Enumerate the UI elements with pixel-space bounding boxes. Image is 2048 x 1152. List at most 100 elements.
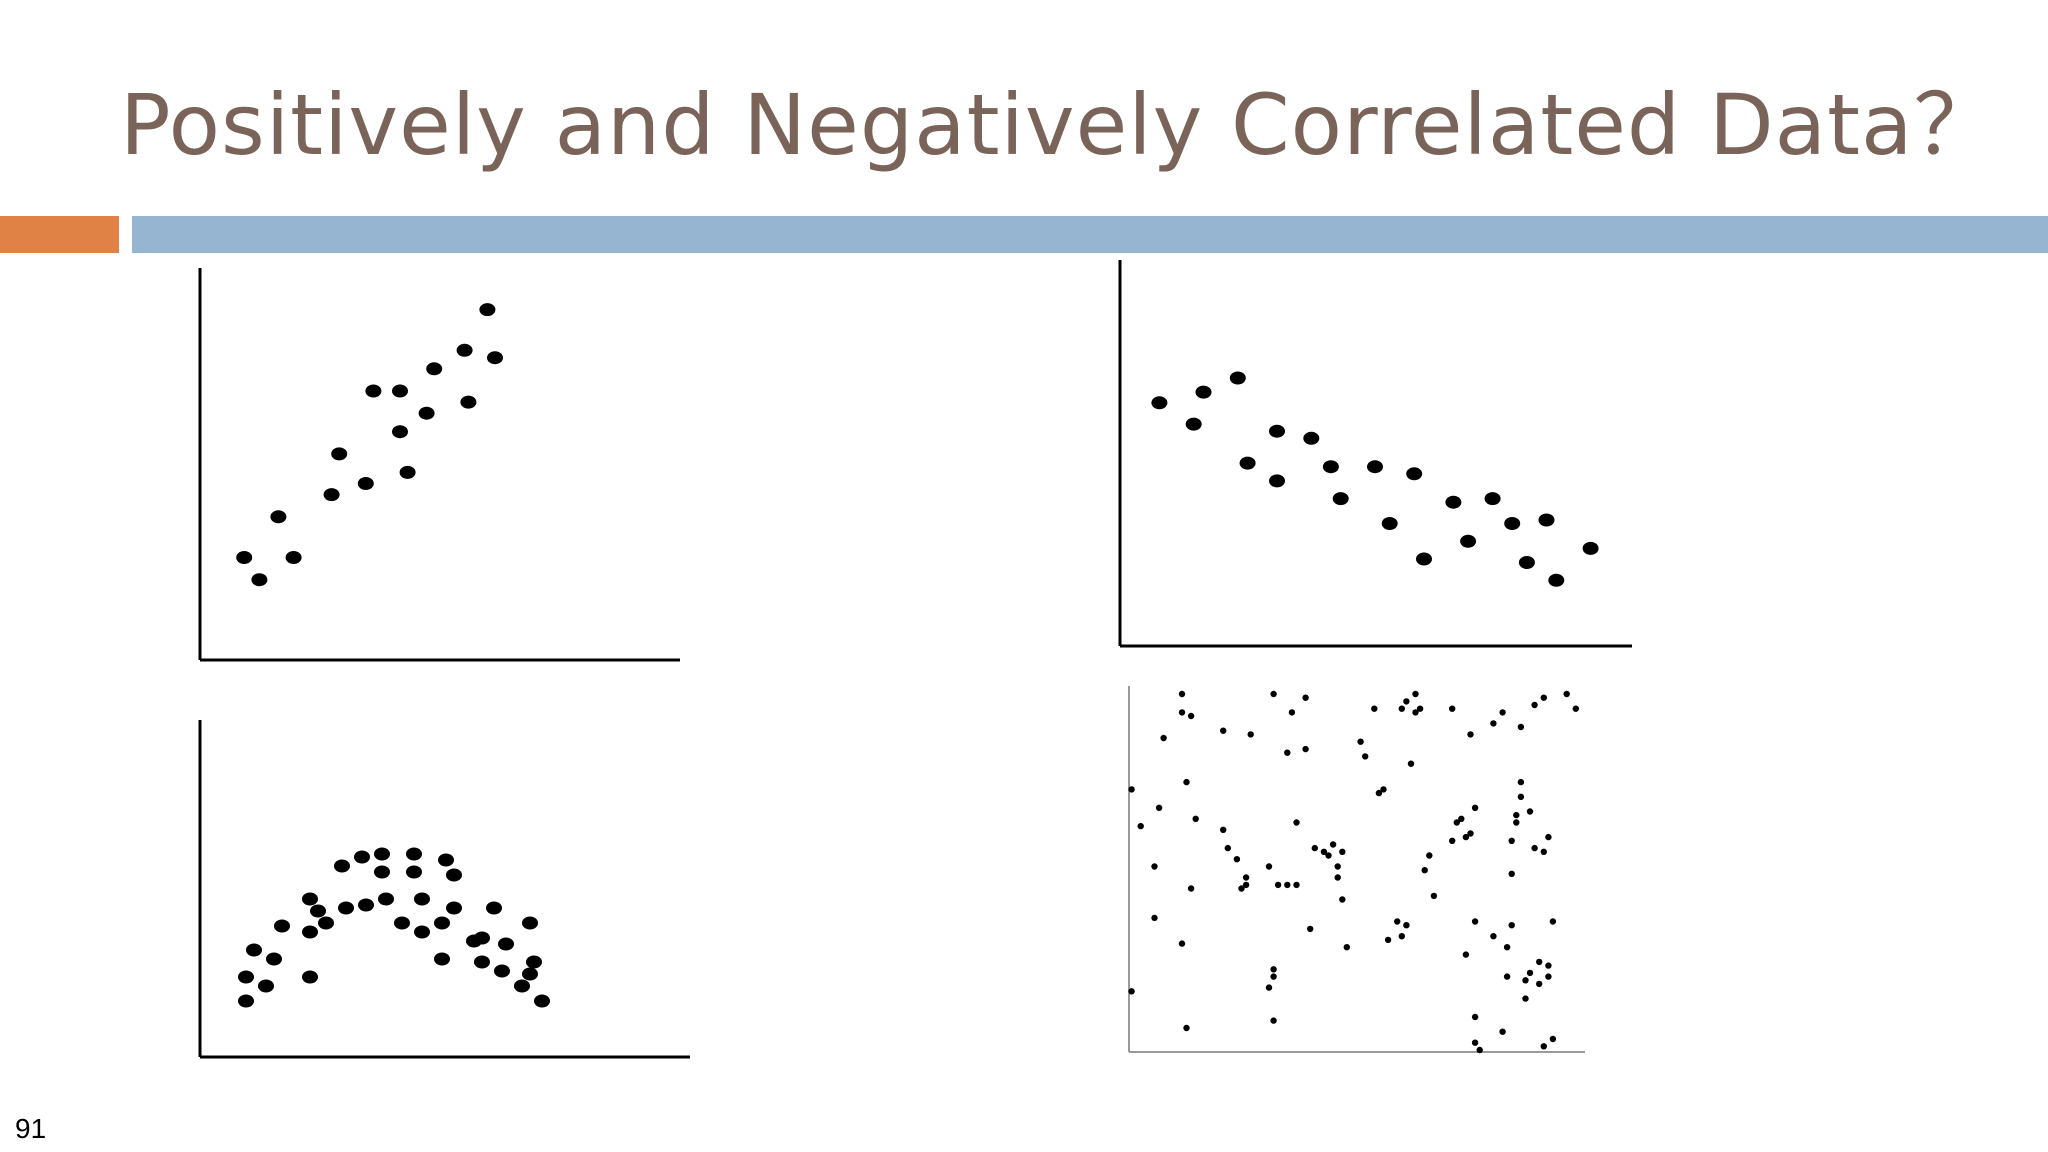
positive-point-9 <box>392 425 408 439</box>
uncorrelated-point-37 <box>1307 925 1314 933</box>
uncorrelated-point-53 <box>1394 918 1401 925</box>
negative-point-5 <box>1269 474 1285 488</box>
uncorrelated-point-16 <box>1220 826 1227 833</box>
uncorrelated-point-67 <box>1453 819 1461 826</box>
curvilinear-point-15 <box>374 847 390 861</box>
uncorrelated-point-64 <box>1430 892 1438 900</box>
negative-point-8 <box>1322 460 1339 474</box>
curvilinear-point-3 <box>258 979 274 993</box>
positive-point-10 <box>399 465 416 479</box>
negative-point-12 <box>1406 467 1423 481</box>
uncorrelated-point-22 <box>1247 731 1254 738</box>
uncorrelated-point-109 <box>1572 705 1580 712</box>
uncorrelated-point-93 <box>1522 995 1529 1002</box>
curvilinear-point-12 <box>338 901 354 915</box>
uncorrelated-point-62 <box>1421 867 1428 874</box>
curvilinear-point-33 <box>498 937 514 951</box>
uncorrelated-point-74 <box>1471 804 1479 811</box>
uncorrelated-point-23 <box>1265 984 1273 991</box>
uncorrelated-point-107 <box>1549 918 1557 925</box>
curvilinear-point-26 <box>446 901 462 915</box>
uncorrelated-point-41 <box>1329 841 1337 848</box>
uncorrelated-point-5 <box>1155 804 1163 811</box>
uncorrelated-point-72 <box>1467 830 1474 837</box>
uncorrelated-point-30 <box>1284 881 1291 889</box>
uncorrelated-point-70 <box>1467 731 1474 738</box>
positive-point-5 <box>331 447 348 461</box>
uncorrelated-point-71 <box>1462 833 1470 841</box>
uncorrelated-point-9 <box>1178 709 1186 716</box>
uncorrelated-point-87 <box>1513 819 1520 826</box>
uncorrelated-point-46 <box>1343 944 1351 951</box>
uncorrelated-point-57 <box>1403 922 1410 929</box>
uncorrelated-point-49 <box>1371 705 1378 712</box>
uncorrelated-point-102 <box>1540 1043 1548 1050</box>
uncorrelated-point-84 <box>1508 870 1515 877</box>
curvilinear-point-7 <box>302 925 318 939</box>
curvilinear-point-1 <box>238 970 254 984</box>
positive-point-12 <box>426 362 443 376</box>
uncorrelated-point-45 <box>1339 848 1346 855</box>
uncorrelated-point-58 <box>1407 760 1415 767</box>
curvilinear-point-21 <box>414 892 430 906</box>
uncorrelated-point-33 <box>1293 881 1300 889</box>
positive-point-13 <box>456 343 473 357</box>
negative-point-0 <box>1151 396 1168 410</box>
uncorrelated-point-77 <box>1471 1013 1479 1021</box>
uncorrelated-point-19 <box>1238 885 1245 892</box>
uncorrelated-point-104 <box>1545 833 1552 841</box>
uncorrelated-point-29 <box>1274 881 1282 889</box>
uncorrelated-point-35 <box>1302 694 1309 701</box>
positive-point-7 <box>365 384 382 398</box>
uncorrelated-point-32 <box>1288 709 1296 716</box>
curvilinear-point-6 <box>302 892 318 906</box>
uncorrelated-point-63 <box>1426 852 1433 859</box>
uncorrelated-point-61 <box>1416 705 1424 712</box>
uncorrelated-point-86 <box>1503 973 1511 980</box>
positive-point-2 <box>270 510 287 524</box>
uncorrelated-point-15 <box>1220 727 1227 734</box>
uncorrelated-point-85 <box>1508 922 1515 929</box>
curvilinear-point-23 <box>434 916 450 930</box>
uncorrelated-point-95 <box>1526 808 1534 815</box>
positive-point-4 <box>323 488 340 502</box>
curvilinear-point-10 <box>318 916 334 930</box>
uncorrelated-point-79 <box>1490 933 1497 940</box>
uncorrelated-point-99 <box>1545 973 1552 980</box>
uncorrelated-point-96 <box>1531 701 1538 709</box>
uncorrelated-point-73 <box>1471 918 1479 925</box>
negative-point-17 <box>1504 517 1521 530</box>
curvilinear-point-14 <box>358 898 374 912</box>
uncorrelated-point-89 <box>1517 778 1525 786</box>
negative-point-2 <box>1195 385 1212 399</box>
uncorrelated-point-105 <box>1545 962 1552 969</box>
uncorrelated-point-78 <box>1490 720 1497 727</box>
curvilinear-point-18 <box>394 916 410 930</box>
uncorrelated-point-31 <box>1284 749 1291 756</box>
negative-point-13 <box>1416 552 1432 566</box>
uncorrelated-point-24 <box>1270 973 1277 980</box>
curvilinear-point-36 <box>522 967 538 981</box>
curvilinear-point-17 <box>378 892 394 906</box>
uncorrelated-point-40 <box>1325 852 1332 859</box>
uncorrelated-point-39 <box>1320 848 1328 855</box>
uncorrelated-point-1 <box>1128 988 1135 995</box>
page-number: 91 <box>15 1113 47 1144</box>
positive-point-8 <box>392 384 408 398</box>
curvilinear-point-13 <box>354 850 370 864</box>
uncorrelated-point-68 <box>1458 815 1465 822</box>
negative-point-9 <box>1332 492 1349 506</box>
curvilinear-point-20 <box>406 865 422 879</box>
uncorrelated-point-38 <box>1311 844 1319 852</box>
uncorrelated-point-98 <box>1540 848 1548 855</box>
curvilinear-point-2 <box>246 943 262 957</box>
uncorrelated-point-2 <box>1137 822 1144 830</box>
negative-point-19 <box>1538 513 1555 527</box>
uncorrelated-point-48 <box>1362 753 1369 760</box>
uncorrelated-point-82 <box>1503 944 1511 951</box>
uncorrelated-point-52 <box>1384 936 1392 944</box>
uncorrelated-point-12 <box>1187 885 1195 892</box>
curvilinear-point-5 <box>274 919 290 933</box>
